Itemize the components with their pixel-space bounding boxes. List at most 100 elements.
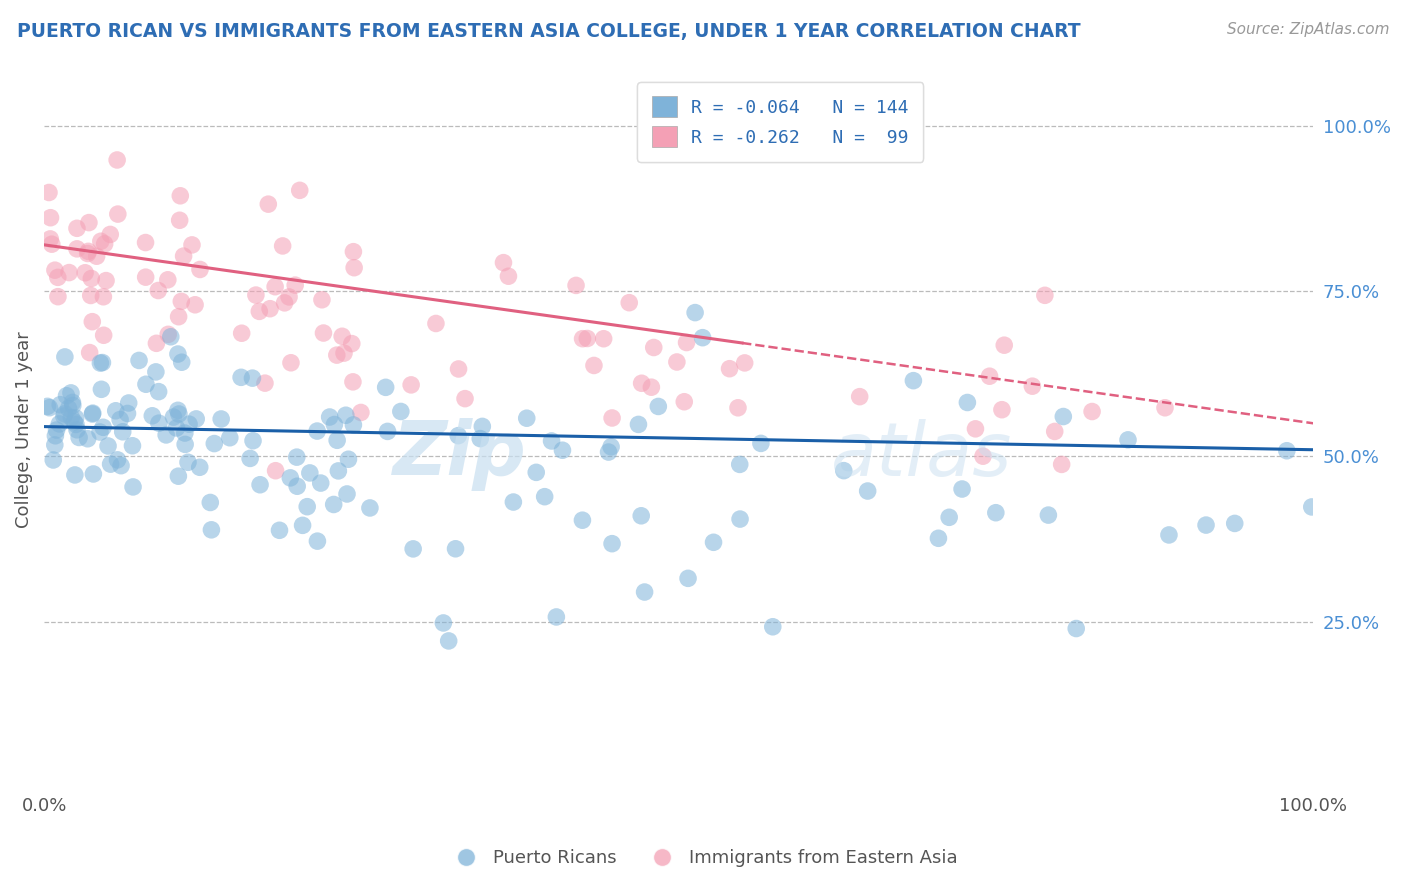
Point — [242, 434, 264, 448]
Point — [665, 355, 688, 369]
Point — [1223, 516, 1246, 531]
Point — [62, 395, 84, 409]
Point — [728, 458, 751, 472]
Point — [492, 255, 515, 269]
Point — [342, 375, 364, 389]
Point — [326, 348, 349, 362]
Point — [979, 369, 1001, 384]
Point — [110, 458, 132, 473]
Point — [551, 443, 574, 458]
Point — [93, 328, 115, 343]
Point — [162, 410, 184, 425]
Point — [734, 356, 756, 370]
Point — [63, 415, 86, 429]
Point — [188, 262, 211, 277]
Point — [76, 246, 98, 260]
Point — [80, 271, 103, 285]
Point — [600, 536, 623, 550]
Point — [239, 451, 262, 466]
Point — [167, 310, 190, 324]
Point — [1195, 518, 1218, 533]
Point — [209, 412, 232, 426]
Text: Source: ZipAtlas.com: Source: ZipAtlas.com — [1226, 22, 1389, 37]
Point — [245, 288, 267, 302]
Point — [156, 273, 179, 287]
Point — [600, 440, 623, 454]
Point — [1301, 500, 1323, 514]
Point — [186, 412, 208, 426]
Point — [984, 506, 1007, 520]
Point — [174, 437, 197, 451]
Point — [702, 535, 724, 549]
Point — [128, 353, 150, 368]
Point — [173, 249, 195, 263]
Point — [177, 417, 200, 432]
Point — [200, 495, 222, 509]
Point — [89, 425, 111, 439]
Point — [39, 211, 62, 225]
Point — [66, 242, 89, 256]
Point — [359, 500, 381, 515]
Point — [269, 524, 291, 538]
Point — [49, 398, 72, 412]
Point — [166, 421, 188, 435]
Point — [762, 620, 785, 634]
Point — [295, 500, 318, 514]
Point — [218, 431, 240, 445]
Point — [118, 396, 141, 410]
Point — [298, 466, 321, 480]
Point — [540, 434, 562, 448]
Point — [104, 404, 127, 418]
Point — [330, 329, 353, 343]
Point — [167, 403, 190, 417]
Point — [546, 610, 568, 624]
Point — [159, 330, 181, 344]
Point — [44, 263, 66, 277]
Point — [63, 467, 86, 482]
Point — [91, 355, 114, 369]
Point — [52, 409, 75, 423]
Point — [675, 335, 697, 350]
Point — [257, 197, 280, 211]
Point — [291, 518, 314, 533]
Point — [229, 370, 252, 384]
Point — [141, 409, 163, 423]
Point — [184, 298, 207, 312]
Point — [93, 290, 115, 304]
Point — [157, 327, 180, 342]
Point — [447, 362, 470, 376]
Point — [447, 428, 470, 442]
Point — [927, 531, 949, 545]
Point — [108, 412, 131, 426]
Point — [311, 293, 333, 307]
Point — [1116, 433, 1139, 447]
Point — [288, 183, 311, 197]
Point — [188, 460, 211, 475]
Point — [278, 290, 301, 304]
Point — [432, 615, 454, 630]
Point — [1081, 404, 1104, 418]
Point — [571, 332, 593, 346]
Point — [965, 422, 987, 436]
Point — [231, 326, 253, 341]
Point — [350, 405, 373, 419]
Point — [89, 356, 111, 370]
Point — [498, 269, 520, 284]
Point — [972, 449, 994, 463]
Text: PUERTO RICAN VS IMMIGRANTS FROM EASTERN ASIA COLLEGE, UNDER 1 YEAR CORRELATION C: PUERTO RICAN VS IMMIGRANTS FROM EASTERN … — [17, 22, 1080, 41]
Point — [145, 336, 167, 351]
Point — [950, 482, 973, 496]
Point — [524, 466, 547, 480]
Point — [53, 407, 76, 421]
Point — [307, 534, 329, 549]
Point — [309, 476, 332, 491]
Point — [86, 249, 108, 263]
Point — [181, 238, 204, 252]
Point — [264, 279, 287, 293]
Point — [337, 452, 360, 467]
Point — [169, 213, 191, 227]
Point — [105, 153, 128, 167]
Point — [718, 361, 741, 376]
Point — [1033, 288, 1056, 302]
Point — [111, 425, 134, 439]
